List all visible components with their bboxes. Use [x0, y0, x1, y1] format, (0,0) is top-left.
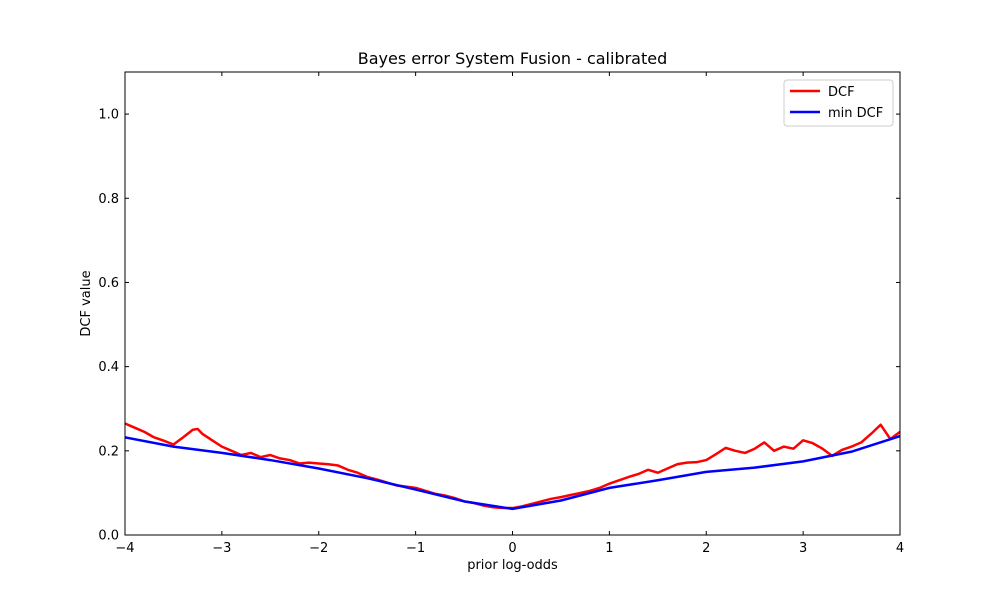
legend-label-min-dcf: min DCF [828, 106, 883, 121]
x-tick-label: −2 [309, 541, 328, 556]
x-tick-label: −3 [212, 541, 231, 556]
axes: −4 −3 −2 −1 0 1 2 3 4 0.0 0.2 0.4 0.6 0.8 1.0 [98, 71, 904, 556]
chart-title: Bayes error System Fusion - calibrated [358, 49, 668, 68]
plot-area [124, 422, 901, 511]
x-axis-label: prior log-odds [467, 558, 558, 573]
x-tick-label: −4 [115, 541, 134, 556]
y-tick-label: 0.6 [98, 276, 119, 291]
x-tick-label: 1 [605, 541, 613, 556]
y-tick-label: 0.2 [98, 444, 119, 459]
legend: DCF min DCF [783, 79, 894, 127]
x-tick-label: −1 [406, 541, 425, 556]
y-tick-label: 1.0 [98, 108, 119, 123]
series-line-min-dcf [124, 434, 901, 511]
x-tick-label: 0 [508, 541, 516, 556]
y-tick-label: 0.4 [98, 360, 119, 375]
x-tick-label: 2 [702, 541, 710, 556]
x-tick-label: 3 [799, 541, 807, 556]
y-tick-label: 0.8 [98, 192, 119, 207]
y-tick-label: 0.0 [98, 529, 119, 544]
y-axis-label: DCF value [79, 270, 94, 336]
legend-label-dcf: DCF [828, 85, 855, 100]
x-tick-label: 4 [896, 541, 904, 556]
